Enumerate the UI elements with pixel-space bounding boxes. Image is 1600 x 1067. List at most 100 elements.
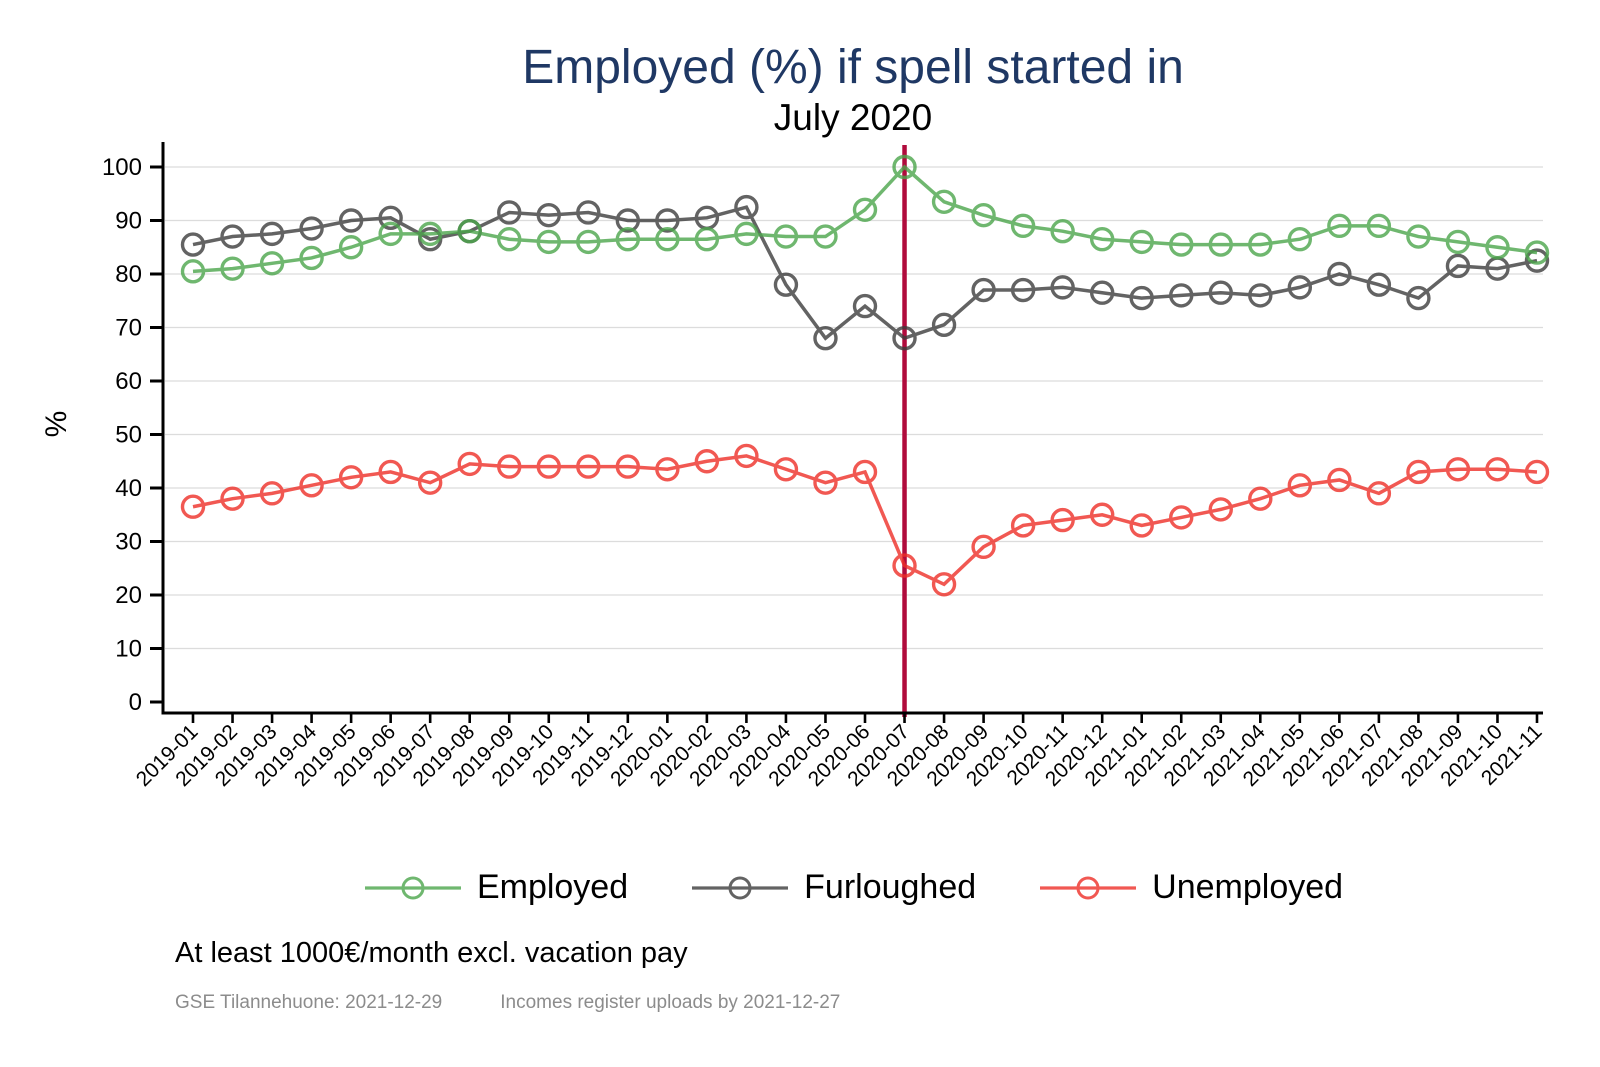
- series-unemployed-marker: [378, 459, 403, 485]
- series-unemployed-marker: [971, 534, 996, 560]
- chart-subtitle: July 2020: [773, 97, 933, 138]
- series-furloughed-marker: [1366, 272, 1392, 297]
- series-employed-marker: [773, 224, 799, 249]
- series-furloughed-marker: [813, 326, 838, 351]
- svg-text:80: 80: [115, 261, 142, 288]
- series-furloughed: [180, 194, 1550, 351]
- series-furloughed-marker: [655, 208, 680, 233]
- y-gridlines: [165, 166, 1543, 650]
- series-employed-marker: [1248, 232, 1273, 257]
- series-employed-marker: [1010, 213, 1036, 239]
- y-axis-title: %: [40, 411, 73, 438]
- series-employed-marker: [338, 235, 364, 260]
- series-unemployed-marker: [773, 457, 799, 482]
- series-unemployed-marker: [1366, 481, 1392, 506]
- svg-text:70: 70: [115, 315, 142, 342]
- series-unemployed-marker: [1010, 513, 1036, 538]
- series-employed-marker: [892, 154, 917, 180]
- series-employed-marker: [1366, 213, 1392, 239]
- series-unemployed-marker: [1208, 497, 1233, 522]
- series-employed-marker: [971, 202, 996, 228]
- series-unemployed-marker: [457, 451, 482, 477]
- series-unemployed-marker: [1485, 457, 1510, 482]
- series-unemployed-marker: [220, 486, 245, 511]
- series-furloughed-marker: [1129, 285, 1154, 311]
- series-furloughed-marker: [615, 208, 641, 233]
- source-note-right: Incomes register uploads by 2021-12-27: [500, 992, 841, 1013]
- series-furloughed-marker: [1406, 285, 1431, 311]
- legend-item-furloughed: Furloughed: [690, 868, 976, 907]
- legend-marker-employed: [364, 876, 461, 899]
- series-employed-marker: [457, 218, 482, 244]
- svg-text:0: 0: [129, 689, 142, 716]
- series-employed-marker: [1445, 229, 1471, 255]
- series-furloughed-marker: [259, 221, 285, 247]
- series-unemployed-marker: [497, 454, 522, 479]
- series-unemployed-marker: [180, 494, 206, 519]
- series-employed-marker: [576, 229, 601, 255]
- series-unemployed-marker: [1327, 467, 1352, 493]
- series-furloughed-line: [192, 205, 1538, 341]
- series-unemployed-marker: [1169, 505, 1194, 530]
- series-unemployed-marker: [536, 454, 561, 479]
- series-employed-marker: [259, 251, 285, 276]
- legend-marker-unemployed: [1040, 876, 1137, 899]
- series-unemployed-marker: [1406, 459, 1431, 485]
- series-unemployed-marker: [852, 459, 878, 485]
- series-unemployed-marker: [299, 473, 324, 498]
- series-unemployed-marker: [1129, 513, 1154, 538]
- series-furloughed-marker: [1208, 280, 1233, 305]
- series-furloughed-marker: [1327, 261, 1352, 287]
- series-employed-marker: [813, 224, 838, 249]
- series-unemployed-marker: [813, 470, 838, 495]
- series-furloughed-marker: [1524, 248, 1550, 273]
- legend-label-employed: Employed: [476, 868, 629, 906]
- series-furloughed-marker: [931, 312, 957, 338]
- series-furloughed-marker: [576, 200, 601, 225]
- series-employed-marker: [1169, 232, 1194, 257]
- series-unemployed-marker: [338, 465, 364, 490]
- series-employed-marker: [1406, 224, 1431, 249]
- source-note-left: GSE Tilannehuone: 2021-12-29: [175, 992, 443, 1013]
- legend: Employed Furloughed Unemployed: [163, 868, 1543, 907]
- series-furloughed-marker: [180, 232, 206, 257]
- series-unemployed-marker: [615, 454, 641, 479]
- series-employed-marker: [299, 245, 324, 271]
- series-employed-marker: [1524, 240, 1550, 265]
- series-unemployed-marker: [576, 454, 601, 479]
- chart-title: Employed (%) if spell started in: [522, 41, 1184, 94]
- series-unemployed-marker: [1248, 486, 1273, 511]
- series-unemployed-line: [192, 454, 1538, 587]
- series-furloughed-marker: [1248, 283, 1273, 308]
- series-unemployed-marker: [1050, 507, 1075, 533]
- series-employed-marker: [220, 256, 245, 281]
- series-unemployed-marker: [694, 449, 720, 474]
- series-employed-marker: [1208, 232, 1233, 257]
- series-unemployed-marker: [1445, 457, 1471, 482]
- series-employed-marker: [694, 227, 720, 252]
- y-ticks: [150, 165, 163, 704]
- svg-text:30: 30: [115, 529, 142, 556]
- legend-item-unemployed: Unemployed: [1038, 868, 1343, 907]
- threshold-note: At least 1000€/month excl. vacation pay: [175, 937, 688, 969]
- series-furloughed-marker: [220, 224, 245, 249]
- series-unemployed-marker: [734, 443, 759, 469]
- series-employed-marker: [180, 259, 206, 284]
- series-employed-marker: [1089, 227, 1115, 252]
- series-employed-marker: [378, 221, 403, 247]
- series-furloughed-marker: [773, 272, 799, 297]
- series-unemployed-marker: [1089, 502, 1115, 527]
- series-employed-marker: [1287, 227, 1313, 252]
- series-furloughed-marker: [1169, 283, 1194, 308]
- series-employed-marker: [1050, 218, 1075, 244]
- series-employed-marker: [615, 227, 641, 252]
- series-unemployed: [180, 443, 1550, 597]
- svg-text:60: 60: [115, 368, 142, 395]
- series-furloughed-marker: [497, 200, 522, 225]
- legend-item-employed: Employed: [363, 868, 628, 907]
- series-employed-marker: [497, 227, 522, 252]
- x-tick-labels: 2019-012019-022019-032019-042019-052019-…: [132, 720, 1547, 791]
- series-furloughed-marker: [734, 194, 759, 220]
